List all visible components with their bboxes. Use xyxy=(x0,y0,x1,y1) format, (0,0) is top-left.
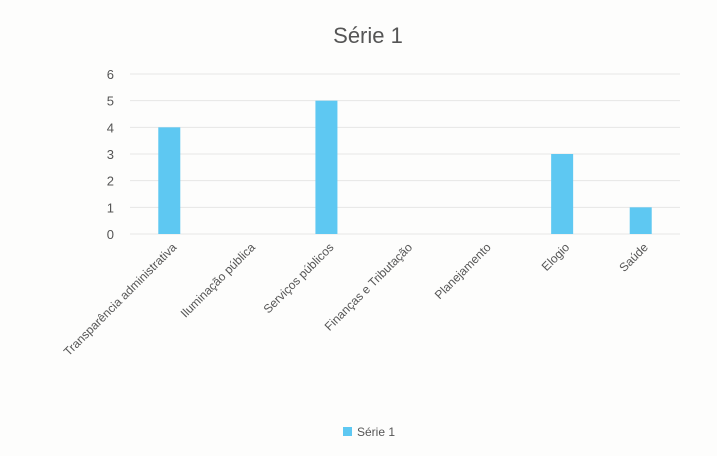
y-tick-label: 1 xyxy=(107,200,114,215)
gridlines xyxy=(130,73,680,235)
legend: Série 1 xyxy=(343,425,395,439)
x-category-label: Transparência administrativa xyxy=(61,240,180,359)
bar xyxy=(158,127,181,234)
y-tick-label: 5 xyxy=(107,94,114,109)
bars xyxy=(158,100,652,235)
y-tick-label: 6 xyxy=(107,67,114,82)
legend-swatch xyxy=(343,427,352,436)
x-category-label: Serviços públicos xyxy=(261,240,337,316)
x-category-label: Planejamento xyxy=(432,240,494,302)
y-tick-label: 0 xyxy=(107,227,114,242)
x-category-label: Saúde xyxy=(616,240,651,275)
y-tick-label: 3 xyxy=(107,147,114,162)
bar xyxy=(551,154,574,234)
chart-title: Série 1 xyxy=(333,23,403,48)
bar xyxy=(629,207,652,234)
y-axis-ticks: 0 1 2 3 4 5 6 xyxy=(107,67,114,242)
x-category-label: Elogio xyxy=(539,240,573,274)
bar xyxy=(315,100,338,235)
x-category-label: Iluminação pública xyxy=(178,240,258,320)
y-tick-label: 4 xyxy=(107,120,114,135)
y-tick-label: 2 xyxy=(107,174,114,189)
x-category-label: Finanças e Tributação xyxy=(322,240,416,334)
legend-label: Série 1 xyxy=(357,425,395,439)
